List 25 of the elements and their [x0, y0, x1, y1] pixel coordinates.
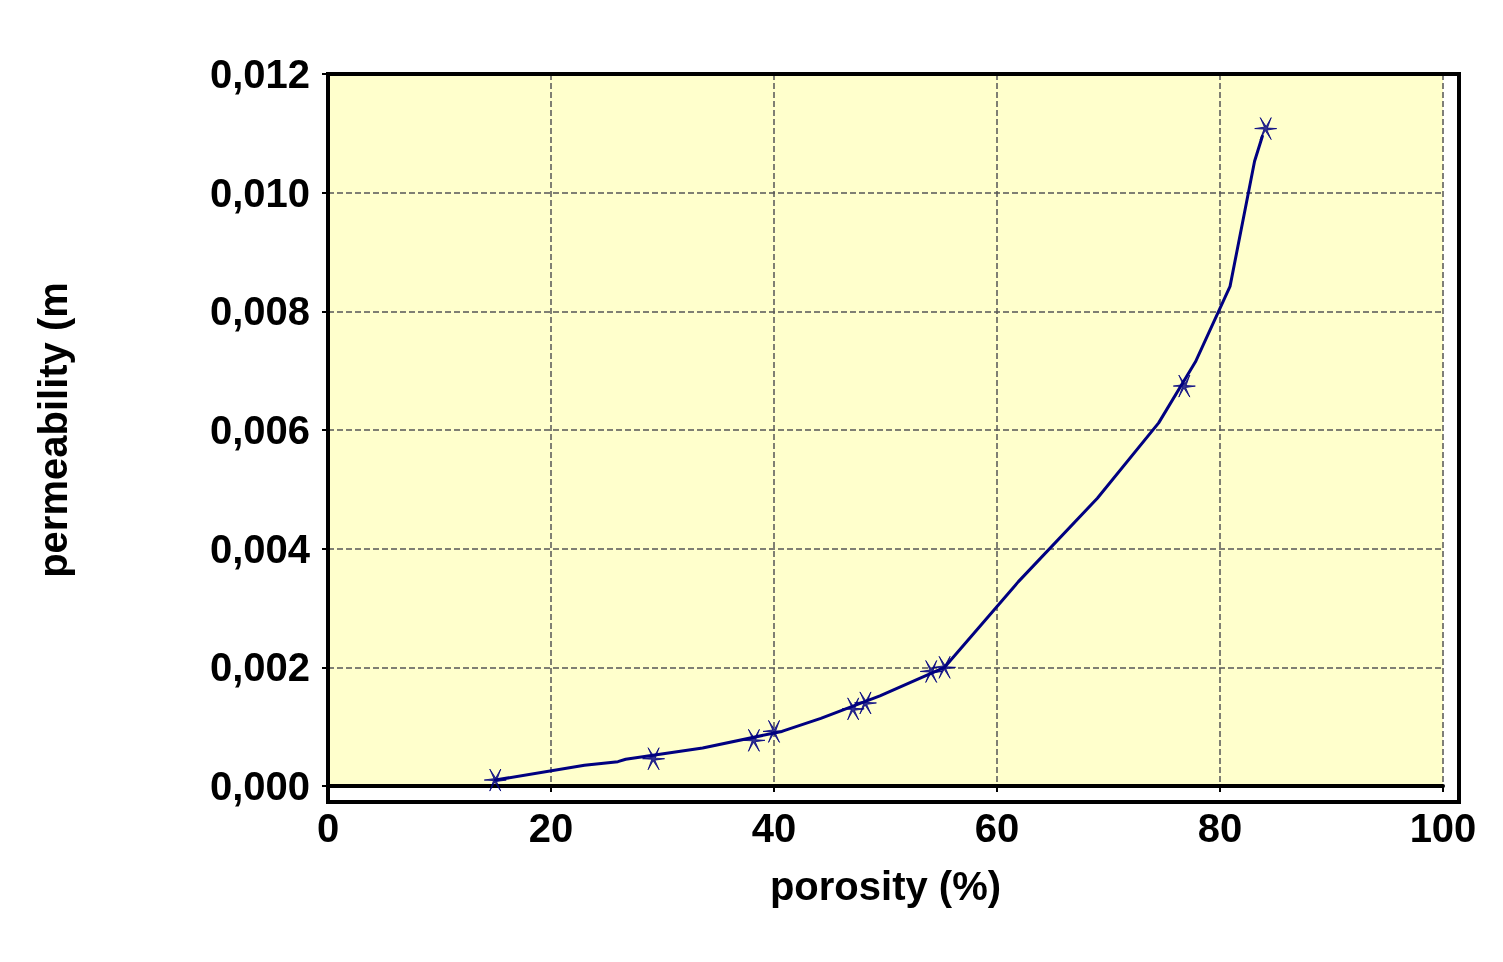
y-tick-label: 0,000: [209, 764, 310, 808]
y-tick-label: 0,008: [209, 289, 310, 334]
y-tick-label: 0,002: [209, 645, 310, 690]
x-tick-label: 100: [1409, 806, 1477, 850]
point: [853, 691, 877, 715]
x-tick-label: 80: [1197, 806, 1243, 850]
point: [742, 728, 766, 752]
point: [919, 659, 943, 683]
point: [841, 697, 865, 721]
x-axis-title: porosity (%): [769, 864, 1002, 908]
x-tick-label: 60: [974, 806, 1020, 850]
x-tick-label: 40: [751, 806, 797, 850]
y-tick-label: 0,006: [209, 408, 310, 452]
y-tick-label: 0,012: [209, 52, 310, 96]
x-tick-label: 0: [316, 806, 340, 850]
point: [642, 747, 666, 771]
y-tick-label: 0,010: [209, 170, 310, 215]
point: [1254, 117, 1278, 141]
point: [933, 655, 957, 679]
point: [762, 719, 786, 743]
x-tick-label: 20: [528, 806, 574, 850]
point: [1172, 374, 1196, 398]
y-tick-label: 0,004: [209, 526, 311, 571]
y-axis-title: permeability (m: [31, 282, 75, 578]
point: [483, 768, 507, 792]
